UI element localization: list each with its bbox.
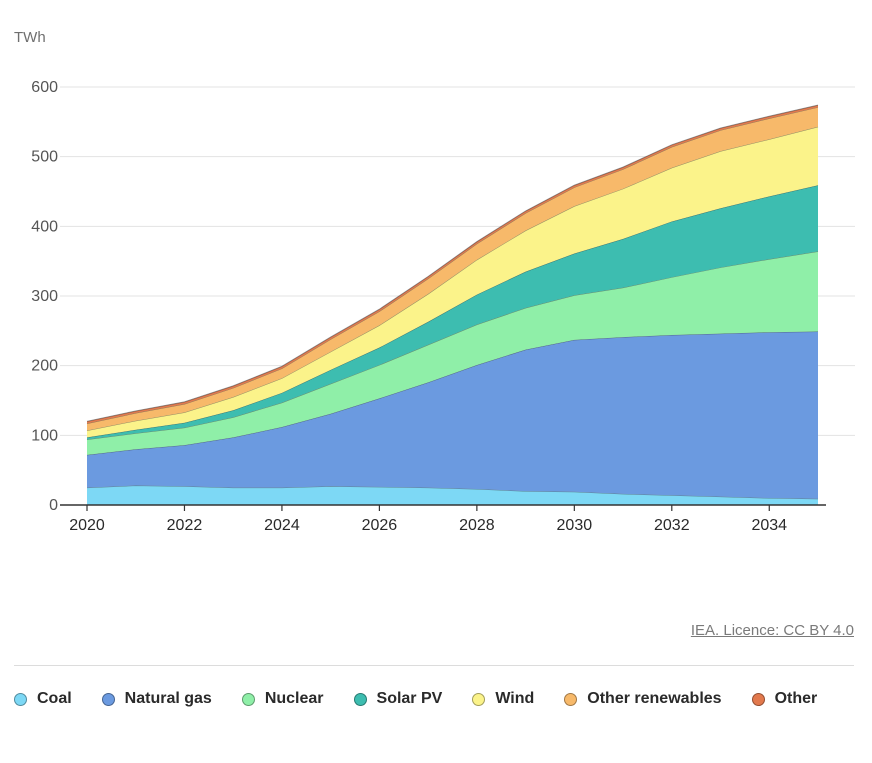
- legend-item-wind[interactable]: Wind: [472, 690, 534, 708]
- y-axis-unit-label: TWh: [14, 29, 46, 46]
- legend-item-other[interactable]: Other: [751, 690, 818, 708]
- y-tick-label-200: 200: [31, 358, 58, 375]
- x-tick-label-2028: 2028: [459, 517, 495, 534]
- legend-label-nuclear: Nuclear: [264, 690, 324, 707]
- legend-label-coal: Coal: [37, 690, 72, 707]
- legend-item-other-renewables[interactable]: Other renewables: [564, 690, 722, 708]
- x-tick-label-2024: 2024: [264, 517, 300, 534]
- y-tick-label-400: 400: [31, 218, 58, 235]
- x-tick-label-2026: 2026: [362, 517, 398, 534]
- legend-swatch-natural-gas: [101, 692, 115, 706]
- area-other-renewables[interactable]: [87, 107, 818, 431]
- axes: 0 100 200 300 400 500 600 2020 2022 2024 2026 2028 2…: [31, 79, 826, 534]
- credit-link[interactable]: IEA. Licence: CC BY 4.0: [690, 622, 854, 639]
- y-tick-label-100: 100: [31, 427, 58, 444]
- area-nuclear[interactable]: [87, 251, 818, 455]
- legend-label-solar-pv: Solar PV: [376, 690, 443, 707]
- legend-swatch-nuclear: [241, 692, 255, 706]
- area-natural-gas[interactable]: [87, 331, 818, 499]
- legend-item-coal[interactable]: Coal: [14, 690, 72, 708]
- legend-label-natural-gas: Natural gas: [124, 690, 212, 707]
- legend-item-solar-pv[interactable]: Solar PV: [353, 690, 443, 708]
- y-tick-label-0: 0: [49, 497, 58, 514]
- area-solar-pv[interactable]: [87, 185, 818, 440]
- y-tick-label-600: 600: [31, 79, 58, 96]
- legend-label-other-renewables: Other renewables: [587, 690, 722, 707]
- legend-swatch-other: [751, 692, 765, 706]
- x-tick-label-2020: 2020: [69, 517, 105, 534]
- area-coal[interactable]: [87, 485, 818, 505]
- legend-swatch-coal: [14, 692, 27, 706]
- area-series-group: [86, 104, 819, 505]
- x-tick-label-2022: 2022: [167, 517, 203, 534]
- legend-label-wind: Wind: [495, 690, 535, 707]
- legend: Coal Natural gas Nuclear Solar PV Wind O…: [14, 690, 834, 708]
- legend-swatch-solar-pv: [353, 692, 367, 706]
- y-tick-label-500: 500: [31, 149, 58, 166]
- legend-item-nuclear[interactable]: Nuclear: [241, 690, 324, 708]
- stacked-area-chart: 0 100 200 300 400 500 600 2020 2022 2024 2026 2028 2…: [31, 79, 855, 534]
- legend-divider: [14, 665, 854, 666]
- legend-swatch-other-renewables: [564, 692, 578, 706]
- legend-swatch-wind: [472, 692, 486, 706]
- legend-item-natural-gas[interactable]: Natural gas: [101, 690, 212, 708]
- x-tick-label-2030: 2030: [557, 517, 593, 534]
- x-tick-label-2034: 2034: [751, 517, 787, 534]
- x-tick-label-2032: 2032: [654, 517, 690, 534]
- area-wind[interactable]: [87, 126, 818, 438]
- y-tick-label-300: 300: [31, 288, 58, 305]
- legend-label-other: Other: [774, 690, 818, 707]
- area-edge-other: [86, 104, 819, 422]
